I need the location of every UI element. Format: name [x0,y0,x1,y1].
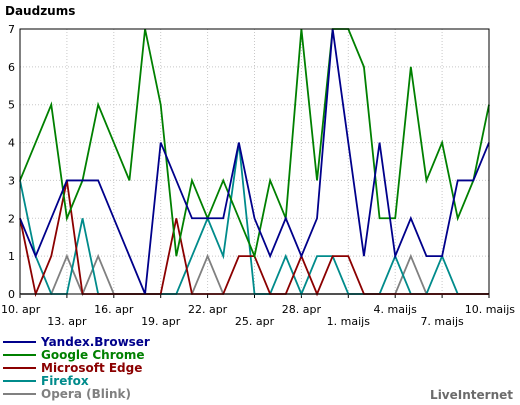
x-tick-label: 22. apr [188,303,228,316]
legend-label: Google Chrome [41,348,145,362]
series-line [19,28,490,260]
plot-frame [19,28,490,295]
y-tick-label: 3 [8,174,15,187]
y-tick-label: 5 [8,99,15,112]
x-tick-label: 13. apr [47,315,87,328]
legend-label: Microsoft Edge [41,361,142,375]
brand-label: LiveInternet [430,388,513,402]
y-tick-label: 4 [8,137,15,150]
x-tick-label: 4. maijs [374,303,418,316]
x-tick-label: 7. maijs [420,315,464,328]
x-tick-label: 10. apr [1,303,41,316]
x-tick-label: 1. maijs [327,315,371,328]
legend-label: Yandex.Browser [40,335,150,349]
x-tick-label: 28. apr [282,303,322,316]
x-tick-label: 25. apr [235,315,275,328]
y-tick-label: 6 [8,61,15,74]
y-tick-label: 7 [8,23,15,36]
y-tick-label: 0 [8,288,15,301]
x-tick-label: 19. apr [141,315,181,328]
x-tick-label: 10. maijs [465,303,516,316]
legend-label: Firefox [41,374,89,388]
y-tick-labels: 0 1 2 3 4 5 6 7 [8,23,15,301]
legend-label: Opera (Blink) [41,387,131,401]
y-axis-title: Daudzums [5,4,75,18]
series-line [19,28,490,295]
y-tick-label: 2 [8,212,15,225]
x-tick-labels: 10. apr 13. apr 16. apr 19. apr 22. apr 25. a… [1,294,515,328]
y-tick-label: 1 [8,250,15,263]
x-tick-label: 16. apr [94,303,134,316]
